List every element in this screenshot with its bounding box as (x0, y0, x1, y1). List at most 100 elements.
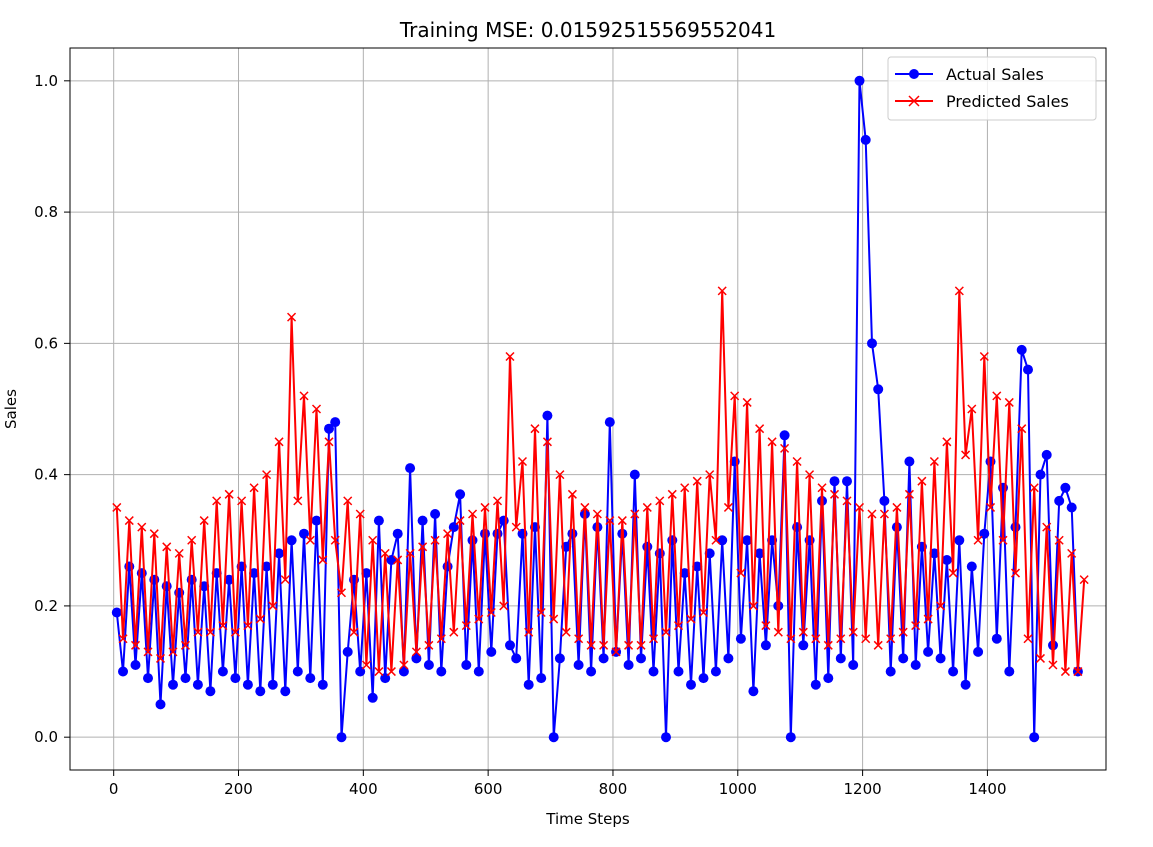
data-point-predicted (973, 535, 983, 545)
data-point-predicted (1017, 424, 1027, 434)
data-point-predicted (904, 489, 914, 499)
data-point-predicted (492, 496, 503, 506)
data-point-actual (255, 686, 266, 697)
data-point-predicted (355, 509, 365, 519)
series-predicted-sales (112, 286, 1089, 677)
data-point-predicted (480, 502, 490, 512)
data-point-predicted (567, 489, 577, 499)
data-point-actual (842, 476, 852, 487)
data-point-predicted (761, 621, 771, 631)
data-point-predicted (867, 509, 877, 519)
data-point-predicted (711, 535, 721, 545)
data-point-actual (242, 679, 253, 690)
data-point-predicted (742, 397, 752, 407)
data-point-predicted (155, 653, 166, 663)
data-point-actual (111, 607, 122, 618)
data-point-predicted (168, 647, 178, 657)
data-point-predicted (187, 535, 197, 545)
data-point-actual (854, 75, 865, 86)
y-tick-label: 0.2 (34, 597, 58, 615)
chart-title: Training MSE: 0.015925155695520​41 (399, 18, 776, 42)
data-point-predicted (118, 634, 128, 644)
data-point-predicted (836, 634, 846, 644)
data-point-predicted (829, 489, 840, 499)
data-point-predicted (361, 660, 371, 670)
y-tick-label: 0.0 (34, 728, 58, 746)
legend-label-actual: Actual Sales (946, 65, 1044, 84)
data-point-actual (324, 423, 334, 434)
data-point-actual (336, 732, 347, 743)
data-point-predicted (399, 660, 409, 670)
x-axis-label: Time Steps (545, 810, 630, 828)
data-point-predicted (942, 437, 952, 447)
data-point-predicted (299, 391, 309, 401)
data-point-actual (604, 417, 615, 428)
data-point-actual (118, 666, 128, 677)
data-point-actual (923, 646, 934, 657)
plot-frame (69, 47, 1107, 771)
data-point-actual (480, 528, 490, 539)
data-point-predicted (673, 621, 684, 631)
data-point-actual (342, 646, 353, 657)
data-point-actual (473, 666, 484, 677)
data-point-actual (710, 666, 721, 677)
data-point-predicted (767, 437, 777, 447)
data-point-predicted (393, 555, 403, 565)
data-point-predicted (1054, 535, 1064, 545)
data-point-predicted (748, 601, 758, 611)
data-point-actual (430, 509, 441, 519)
data-point-predicted (336, 588, 347, 598)
data-point-actual (648, 666, 659, 677)
data-point-predicted (536, 607, 546, 618)
data-point-predicted (230, 627, 240, 637)
data-point-predicted (224, 489, 234, 499)
data-point-predicted (723, 502, 733, 512)
data-point-predicted (936, 601, 946, 611)
data-point-actual (1010, 522, 1021, 533)
data-point-predicted (130, 640, 141, 650)
data-point-predicted (655, 496, 665, 506)
data-point-predicted (923, 614, 933, 624)
data-point-actual (498, 515, 509, 526)
data-point-predicted (199, 516, 209, 526)
data-point-predicted (430, 535, 440, 545)
data-point-predicted (180, 640, 190, 650)
data-point-predicted (1035, 653, 1046, 663)
data-point-actual (910, 660, 921, 670)
data-point-actual (948, 666, 959, 677)
data-point-actual (217, 666, 228, 677)
data-point-actual (860, 134, 871, 145)
data-point-actual (798, 640, 809, 651)
data-point-actual (373, 515, 384, 526)
y-tick-label: 0.6 (34, 334, 58, 352)
data-point-predicted (773, 627, 783, 637)
x-tick-label: 600 (474, 780, 503, 798)
data-point-predicted (255, 614, 265, 624)
data-point-predicted (692, 476, 702, 486)
data-point-actual (292, 666, 303, 677)
data-point-predicted (599, 640, 609, 650)
data-point-predicted (605, 516, 615, 526)
data-point-predicted (287, 312, 297, 322)
data-point-predicted (873, 640, 883, 650)
data-point-actual (636, 653, 646, 664)
data-point-predicted (755, 424, 765, 434)
data-point-predicted (262, 470, 272, 480)
data-point-actual (623, 660, 634, 670)
data-point-actual (679, 568, 690, 579)
data-point-actual (267, 679, 278, 690)
data-point-predicted (798, 627, 808, 637)
data-point-predicted (474, 614, 484, 624)
data-point-predicted (929, 456, 939, 467)
data-point-actual (274, 548, 285, 559)
data-point-predicted (424, 640, 434, 650)
data-point-predicted (380, 548, 390, 558)
data-point-predicted (517, 456, 528, 467)
data-point-actual (199, 581, 210, 592)
data-point-predicted (368, 535, 378, 545)
data-point-actual (536, 673, 547, 684)
data-point-actual (735, 633, 746, 644)
data-point-predicted (449, 627, 459, 637)
x-ticks: 0 200 400 600 800 1000 1200 1400 (109, 770, 1007, 798)
data-point-predicted (961, 450, 971, 460)
